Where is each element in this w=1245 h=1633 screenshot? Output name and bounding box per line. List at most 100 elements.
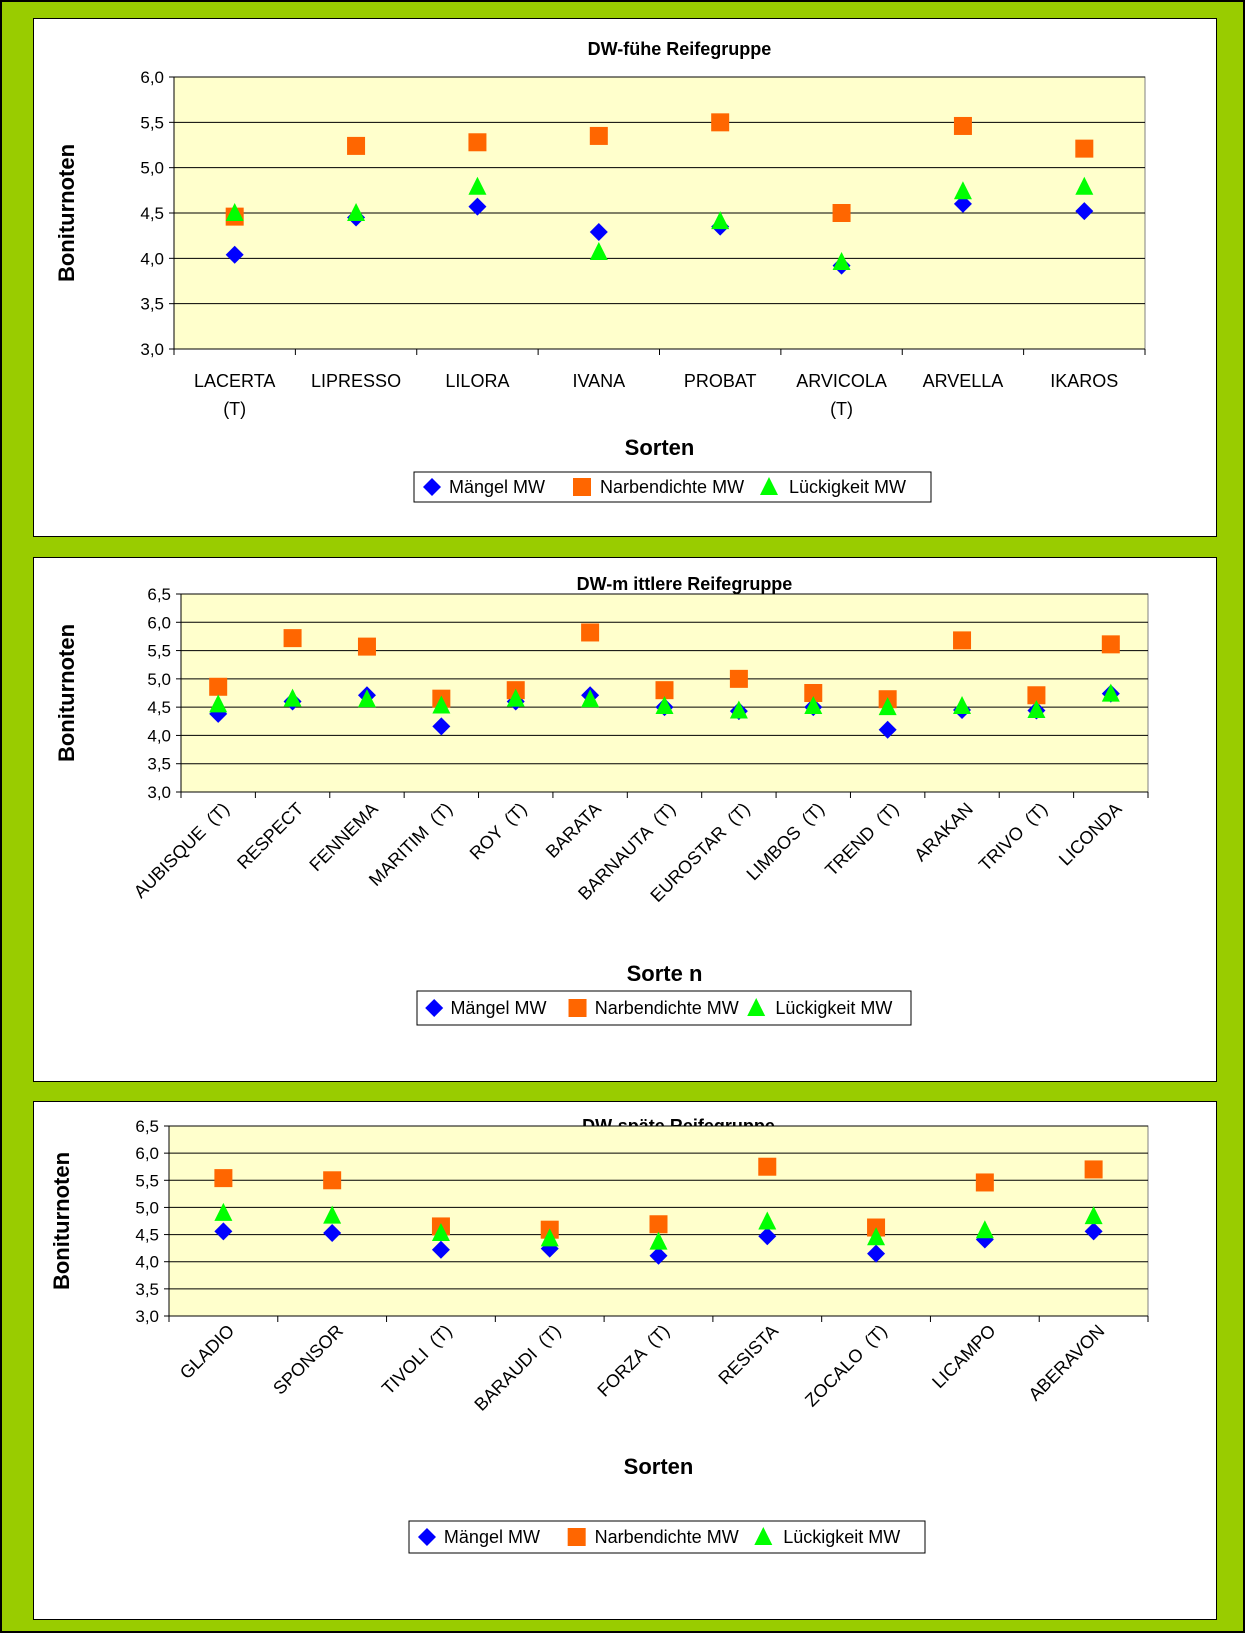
- data-point-square: [1027, 686, 1046, 705]
- data-point-triangle: [347, 203, 366, 221]
- data-point-triangle: [323, 1205, 342, 1224]
- x-category-label: FORZA (T): [593, 1321, 673, 1401]
- data-point-diamond: [878, 720, 897, 739]
- chart-panel-middle: DW-m ittlere Reifegruppe 3,0 3,5 4,0 4,5 5,0 5…: [33, 557, 1217, 1082]
- legend-marker-diamond: [417, 1528, 436, 1546]
- chart-title: DW-fühe Reifegruppe: [588, 39, 772, 59]
- x-category-label: AUBISQUE (T): [130, 799, 233, 902]
- y-tick-label: 4,0: [135, 1253, 159, 1272]
- y-tick-label: 3,5: [135, 1280, 159, 1299]
- data-point-square: [649, 1215, 668, 1234]
- x-category-label: LACERTA: [194, 371, 275, 391]
- y-tick-label: 4,5: [140, 204, 164, 223]
- data-point-triangle: [867, 1227, 886, 1246]
- data-point-square: [283, 629, 302, 648]
- data-point-diamond: [431, 1240, 450, 1259]
- legend-label: Narbendichte MW: [595, 1527, 739, 1547]
- y-tick-label: 4,5: [147, 698, 171, 717]
- data-point-square: [209, 677, 228, 696]
- data-point-diamond: [323, 1223, 342, 1242]
- x-axis-label: Sorte n: [627, 961, 703, 986]
- y-tick-label: 6,0: [147, 613, 171, 632]
- data-point-square: [975, 1173, 994, 1192]
- legend-marker-triangle: [747, 998, 766, 1016]
- data-point-triangle: [214, 1202, 233, 1221]
- x-category-label: LIMBOS (T): [743, 799, 829, 885]
- data-point-triangle: [1101, 683, 1120, 702]
- data-point-square: [581, 623, 600, 642]
- x-category-label: ABERAVON: [1025, 1321, 1109, 1405]
- data-point-diamond: [209, 704, 228, 723]
- y-tick-label: 4,0: [140, 249, 164, 268]
- x-category-label: FENNEMA: [305, 799, 381, 875]
- data-point-square: [1084, 1160, 1103, 1179]
- data-point-square: [468, 133, 487, 152]
- legend-marker-square: [573, 478, 591, 496]
- x-category-label: LIPRESSO: [311, 371, 401, 391]
- x-category-label: ARAKAN: [910, 799, 976, 865]
- x-category-label: LICAMPO: [928, 1321, 999, 1392]
- x-category-label: ZOCALO (T): [801, 1321, 891, 1411]
- data-point-triangle: [468, 176, 487, 195]
- data-point-square: [711, 113, 730, 132]
- y-tick-label: 6,5: [135, 1117, 159, 1136]
- x-category-label: IVANA: [572, 371, 625, 391]
- data-point-triangle: [1084, 1206, 1103, 1225]
- data-point-triangle: [975, 1220, 994, 1239]
- legend-marker-square: [567, 1528, 586, 1546]
- legend-marker-square: [568, 999, 587, 1017]
- y-tick-label: 4,5: [135, 1226, 159, 1245]
- x-category-label: TIVOLI (T): [378, 1321, 456, 1399]
- chart-title: DW-m ittlere Reifegruppe: [577, 574, 793, 594]
- x-category-label: BARAUDI (T): [470, 1321, 564, 1415]
- legend-label: Narbendichte MW: [600, 477, 744, 497]
- y-axis-label: Boniturnoten: [54, 624, 79, 762]
- legend-box: [416, 990, 912, 1026]
- data-point-triangle: [1027, 699, 1046, 718]
- data-point-triangle: [589, 241, 608, 260]
- data-point-triangle: [953, 181, 972, 200]
- chart-middle: DW-m ittlere Reifegruppe 3,0 3,5 4,0 4,5 5,0 5…: [54, 574, 1149, 1026]
- y-tick-label: 6,5: [147, 585, 171, 604]
- data-point-square: [953, 631, 972, 650]
- data-point-triangle: [540, 1228, 559, 1247]
- data-point-triangle: [804, 696, 823, 715]
- chart-late: DW-späte Reifegruppe3,03,54,04,55,05,56,…: [49, 1116, 1149, 1554]
- y-tick-label: 5,5: [140, 113, 164, 132]
- data-point-triangle: [225, 203, 244, 221]
- data-point-square: [347, 136, 366, 155]
- data-point-triangle: [729, 700, 748, 719]
- data-point-diamond: [214, 1222, 233, 1241]
- legend-marker-diamond: [423, 478, 441, 496]
- data-point-square: [758, 1157, 777, 1176]
- legend-label: Lückigkeit MW: [775, 998, 892, 1018]
- data-point-triangle: [711, 211, 730, 230]
- data-point-diamond: [225, 245, 244, 264]
- x-category-label: ROY (T): [466, 799, 531, 864]
- data-point-square: [323, 1171, 342, 1190]
- legend-label: Lückigkeit MW: [789, 477, 906, 497]
- legend-marker-triangle: [754, 1527, 773, 1545]
- data-point-square: [655, 681, 674, 700]
- legend-label: Mängel MW: [449, 477, 545, 497]
- data-point-triangle: [431, 1222, 450, 1241]
- data-point-triangle: [649, 1231, 668, 1250]
- x-category-label: RESISTA: [714, 1321, 782, 1389]
- y-axis-label: Boniturnoten: [54, 144, 79, 282]
- y-tick-label: 5,0: [140, 159, 164, 178]
- data-point-diamond: [758, 1227, 777, 1246]
- y-tick-label: 5,0: [147, 670, 171, 689]
- chart-panel-late: DW-späte Reifegruppe3,03,54,04,55,05,56,…: [33, 1101, 1217, 1620]
- x-category-label: LICONDA: [1055, 799, 1126, 870]
- data-point-diamond: [468, 197, 487, 216]
- x-category-label: LILORA: [445, 371, 509, 391]
- x-category-label: (T): [223, 399, 246, 419]
- x-category-label: PROBAT: [684, 371, 757, 391]
- data-point-triangle: [506, 688, 525, 707]
- x-category-label: RESPECT: [233, 799, 307, 873]
- data-point-square: [214, 1169, 233, 1188]
- data-point-triangle: [758, 1211, 777, 1230]
- data-point-triangle: [283, 688, 302, 707]
- x-category-label: ARVICOLA: [796, 371, 887, 391]
- legend-box: [413, 471, 932, 503]
